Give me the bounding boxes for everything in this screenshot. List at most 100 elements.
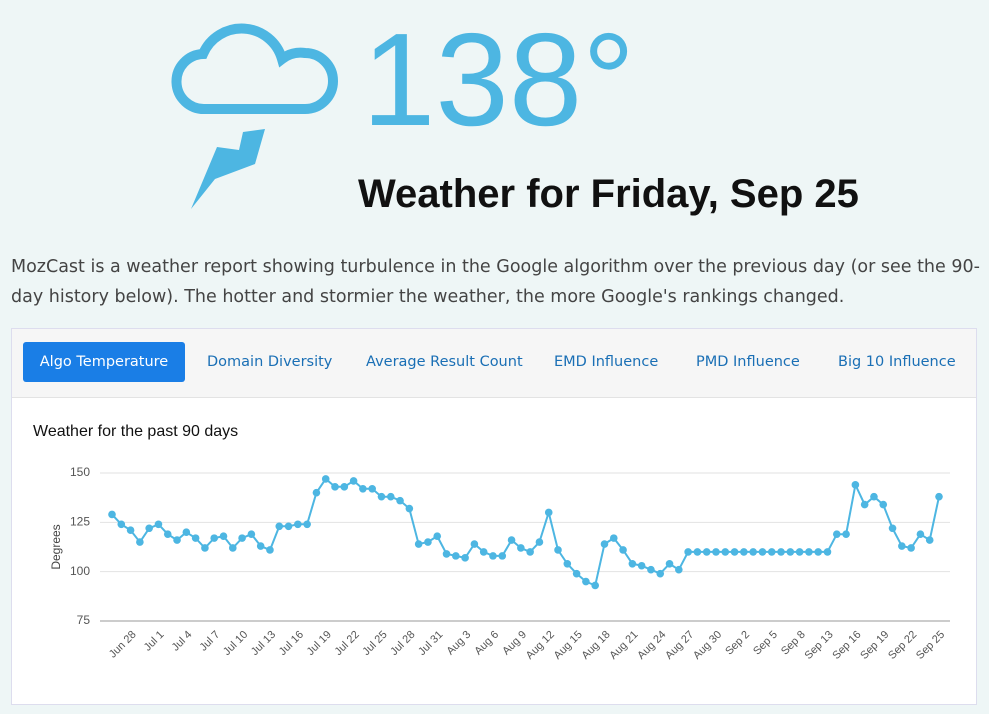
data-point — [312, 488, 321, 497]
x-tick-label: Aug 24 — [635, 629, 668, 662]
data-point — [238, 534, 246, 542]
data-point — [210, 534, 219, 542]
data-point — [758, 548, 767, 556]
data-point — [405, 504, 414, 513]
x-tick-label: Aug 12 — [524, 629, 557, 662]
x-tick-label: Jul 16 — [277, 629, 306, 658]
data-point — [702, 548, 711, 556]
temperature: 138° — [362, 6, 636, 153]
chart-title: Weather for the past 90 days — [33, 423, 238, 440]
data-point — [842, 530, 850, 538]
data-point — [498, 552, 507, 560]
tab[interactable]: Big 10 Influence — [838, 354, 956, 370]
data-point — [795, 548, 804, 556]
data-point — [275, 522, 284, 531]
data-point — [609, 534, 618, 542]
data-point — [191, 534, 200, 542]
data-point — [349, 477, 358, 485]
data-point — [870, 492, 878, 501]
data-point — [805, 548, 813, 556]
data-point — [823, 548, 832, 556]
data-point — [740, 548, 748, 556]
tab[interactable]: EMD Influence — [554, 354, 659, 370]
data-point — [359, 484, 367, 493]
x-tick-label: Jul 19 — [305, 629, 334, 658]
data-point — [647, 565, 655, 574]
x-tick-label: Jul 4 — [170, 629, 195, 654]
x-tick-label: Sep 22 — [886, 629, 919, 662]
data-point — [396, 496, 404, 505]
data-point — [247, 530, 256, 538]
data-point — [572, 569, 581, 578]
tab[interactable]: Algo Temperature — [23, 342, 185, 382]
data-point — [721, 548, 730, 556]
y-tick-label: 100 — [70, 564, 90, 578]
x-tick-label: Sep 19 — [858, 629, 891, 662]
data-point — [145, 524, 153, 533]
data-point — [182, 528, 191, 536]
data-point — [786, 548, 795, 556]
data-point — [136, 538, 144, 546]
x-tick-label: Aug 15 — [552, 629, 585, 662]
data-point — [424, 538, 432, 546]
data-point — [340, 483, 349, 491]
data-point — [879, 500, 888, 509]
data-point — [507, 536, 516, 544]
data-point — [489, 552, 497, 560]
data-point — [163, 530, 172, 538]
data-point — [916, 530, 925, 538]
data-point — [619, 546, 627, 554]
data-point — [544, 508, 553, 517]
data-point — [600, 540, 609, 548]
data-point — [637, 561, 646, 570]
data-point — [526, 548, 534, 556]
data-point — [479, 548, 488, 556]
x-tick-label: Jul 1 — [142, 629, 167, 654]
data-point — [684, 548, 692, 556]
data-point — [219, 532, 228, 540]
x-tick-label: Jul 13 — [249, 629, 278, 658]
x-tick-label: Aug 3 — [444, 629, 473, 658]
data-point — [517, 544, 525, 552]
tab[interactable]: Average Result Count — [366, 354, 523, 370]
data-point — [777, 548, 785, 556]
data-point — [173, 536, 181, 544]
tab[interactable]: Domain Diversity — [207, 354, 333, 370]
x-tick-label: Sep 16 — [830, 629, 863, 662]
data-point — [935, 492, 943, 501]
data-point — [665, 559, 674, 568]
data-point — [228, 544, 237, 552]
x-tick-label: Jun 28 — [107, 629, 139, 661]
x-tick-label: Aug 18 — [580, 629, 613, 662]
y-tick-label: 150 — [70, 465, 90, 479]
data-point — [303, 520, 311, 529]
data-point — [294, 520, 302, 529]
chart: Weather for the past 90 days 75 100 125 150… — [33, 423, 950, 662]
x-tick-label: Sep 13 — [803, 629, 836, 662]
data-point — [368, 484, 376, 493]
page-title: Weather for Friday, Sep 25 — [358, 172, 859, 216]
x-tick-label: Sep 5 — [751, 629, 780, 658]
data-point — [108, 510, 116, 519]
data-point — [126, 526, 135, 535]
data-point — [117, 520, 126, 529]
data-point — [749, 548, 757, 556]
data-point — [591, 581, 599, 590]
data-point — [898, 542, 906, 550]
tab[interactable]: PMD Influence — [696, 354, 800, 370]
x-tick-label: Aug 30 — [691, 629, 724, 662]
data-point — [284, 522, 293, 531]
x-tick-label: Jul 31 — [416, 629, 445, 658]
data-point — [907, 544, 915, 552]
data-point — [628, 559, 637, 568]
x-tick-label: Aug 6 — [472, 629, 501, 658]
data-line — [111, 477, 940, 587]
data-point — [201, 544, 209, 552]
y-tick-label: 75 — [77, 613, 91, 627]
x-tick-label: Jul 25 — [360, 629, 389, 658]
data-point — [377, 492, 386, 501]
description: MozCast is a weather report showing turb… — [11, 257, 980, 307]
data-point — [888, 524, 897, 533]
data-point — [582, 577, 590, 586]
data-point — [693, 548, 702, 556]
